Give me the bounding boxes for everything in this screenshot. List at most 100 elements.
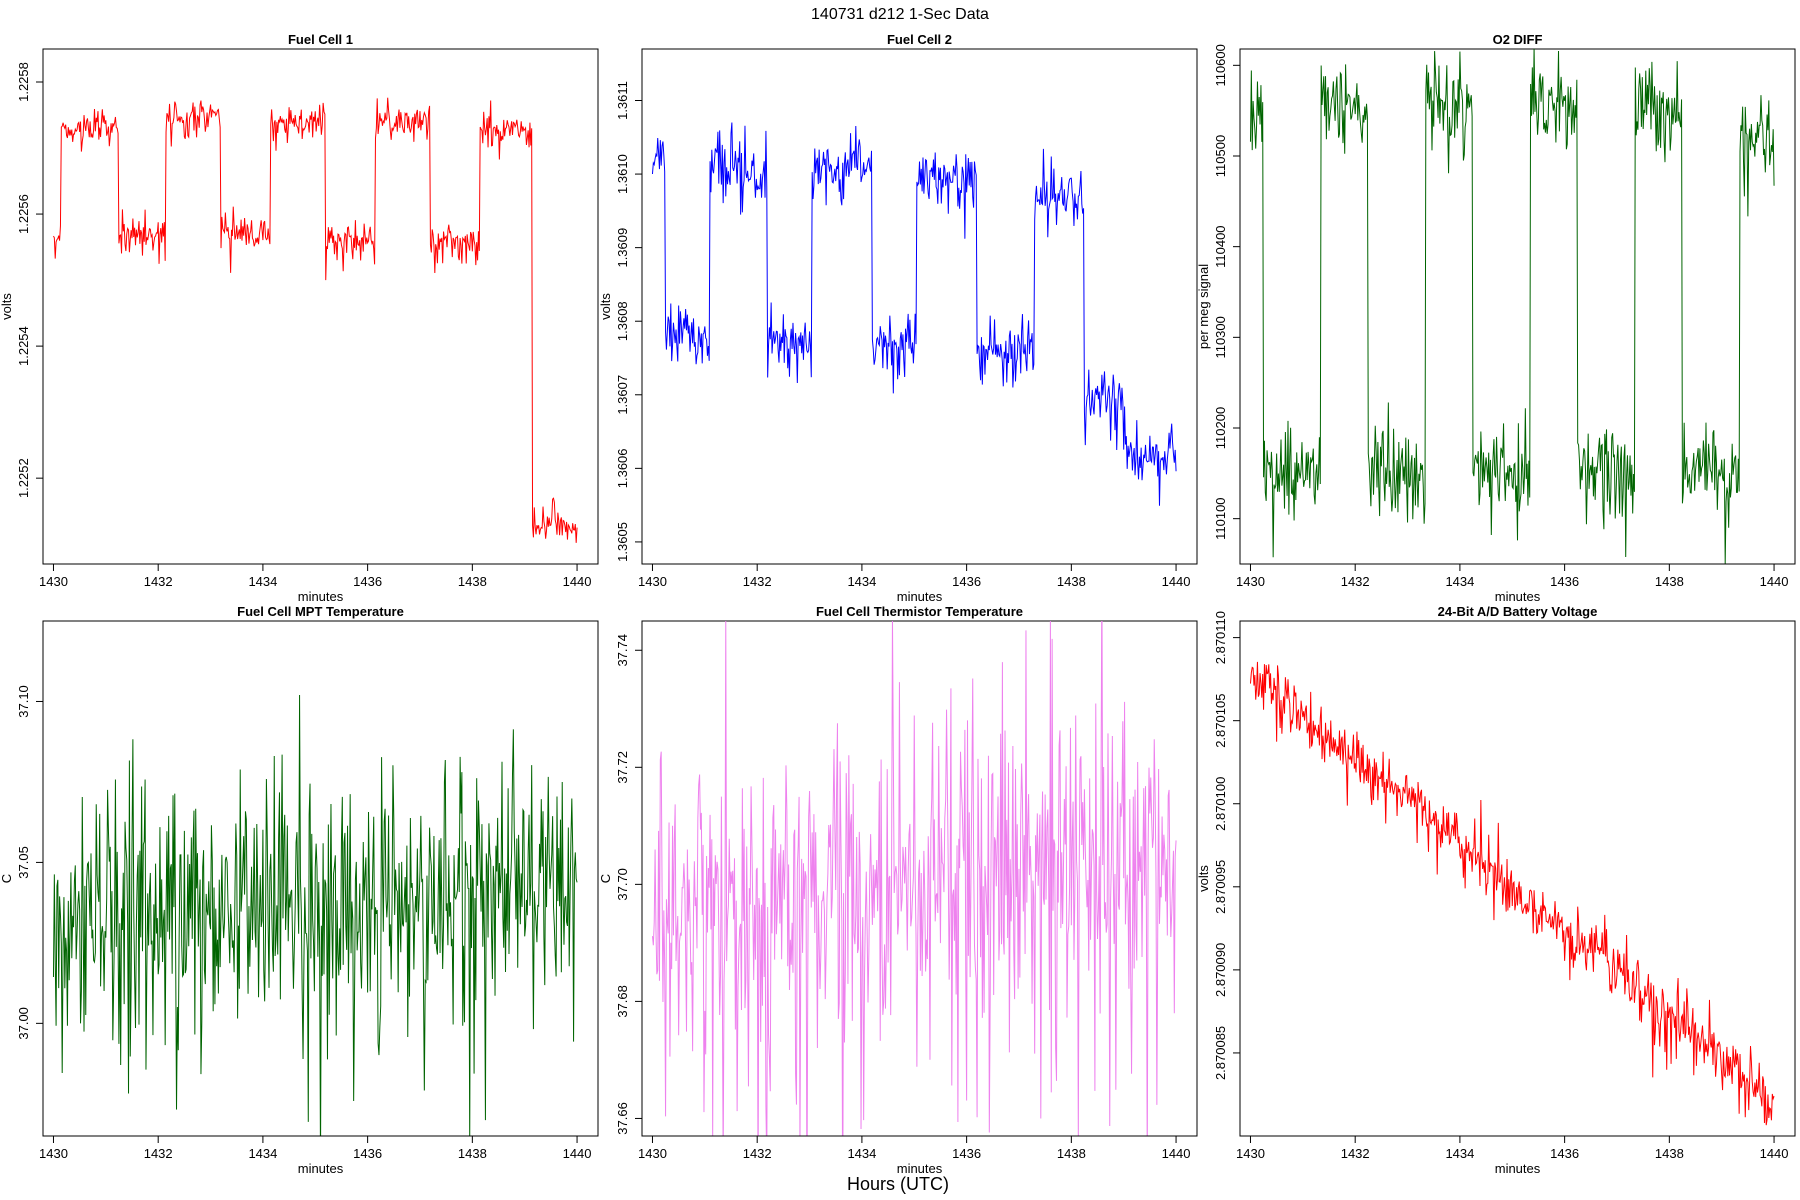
x-axis-label: minutes xyxy=(1495,589,1541,604)
y-axis-label: C xyxy=(0,874,14,883)
x-tick-label: 1440 xyxy=(563,574,592,589)
x-tick-label: 1430 xyxy=(638,1146,667,1161)
y-axis-label: C xyxy=(598,874,613,883)
x-tick-label: 1434 xyxy=(1445,574,1474,589)
x-tick-label: 1438 xyxy=(458,574,487,589)
chart-panel-6: 24-Bit A/D Battery Voltage 1430 1432 1434 14… xyxy=(1196,604,1796,1176)
y-tick-label: 1.3605 xyxy=(615,522,630,562)
x-tick-label: 1436 xyxy=(353,1146,382,1161)
y-axis-label: volts xyxy=(0,293,14,320)
x-tick-label: 1438 xyxy=(1655,574,1684,589)
chart-panel-3: O2 DIFF 1430 1432 1434 1436 1438 1440 minutes 11… xyxy=(1196,32,1796,604)
y-tick-label: 1.3609 xyxy=(615,228,630,268)
x-tick-label: 1430 xyxy=(1236,574,1265,589)
common-x-label: Hours (UTC) xyxy=(847,1174,949,1194)
x-tick-label: 1434 xyxy=(847,574,876,589)
y-tick-label: 2.870085 xyxy=(1213,1026,1228,1080)
x-tick-label: 1440 xyxy=(563,1146,592,1161)
y-tick-label: 37.72 xyxy=(615,751,630,784)
y-axis-label: volts xyxy=(598,293,613,320)
y-tick-label: 1.2256 xyxy=(16,194,31,234)
series-line-1 xyxy=(1249,49,1775,564)
y-tick-label: 110300 xyxy=(1213,316,1228,358)
chart-title: 24-Bit A/D Battery Voltage xyxy=(1438,604,1598,619)
y-tick-label: 1.3607 xyxy=(615,375,630,415)
y-axis-label: volts xyxy=(1196,865,1211,892)
x-tick-label: 1432 xyxy=(1341,1146,1370,1161)
panels: Fuel Cell 1 1430 1432 1434 1436 1438 1440 minut… xyxy=(0,32,1796,1176)
y-tick-label: 1.2258 xyxy=(16,62,31,102)
y-tick-label: 110100 xyxy=(1213,497,1228,539)
x-tick-label: 1430 xyxy=(1236,1146,1265,1161)
x-tick-label: 1432 xyxy=(743,1146,772,1161)
x-tick-label: 1436 xyxy=(1550,574,1579,589)
chart-panel-4: Fuel Cell MPT Temperature 1430 1432 1434 143… xyxy=(0,604,599,1176)
y-tick-label: 2.870110 xyxy=(1213,611,1228,664)
y-tick-label: 110200 xyxy=(1213,407,1228,449)
x-tick-label: 1436 xyxy=(1550,1146,1579,1161)
x-tick-label: 1438 xyxy=(458,1146,487,1161)
x-tick-label: 1434 xyxy=(847,1146,876,1161)
x-tick-label: 1432 xyxy=(743,574,772,589)
x-tick-label: 1440 xyxy=(1162,574,1191,589)
y-tick-label: 2.870090 xyxy=(1213,943,1228,997)
chart-title: Fuel Cell Thermistor Temperature xyxy=(816,604,1023,619)
chart-panel-2: Fuel Cell 2 1430 1432 1434 1436 1438 1440 minut… xyxy=(598,32,1198,604)
x-tick-label: 1430 xyxy=(39,1146,68,1161)
x-axis-label: minutes xyxy=(298,1161,344,1176)
y-tick-label: 1.3610 xyxy=(615,154,630,194)
x-tick-label: 1430 xyxy=(638,574,667,589)
chart-panel-5: Fuel Cell Thermistor Temperature 1430 1432… xyxy=(598,604,1198,1176)
y-tick-label: 37.10 xyxy=(16,685,31,718)
chart-title: Fuel Cell 1 xyxy=(288,32,353,47)
series-line-1 xyxy=(52,695,578,1136)
y-tick-label: 37.66 xyxy=(615,1102,630,1135)
chart-title: Fuel Cell MPT Temperature xyxy=(237,604,404,619)
x-axis-label: minutes xyxy=(897,1161,943,1176)
x-axis-label: minutes xyxy=(897,589,943,604)
y-tick-label: 2.870105 xyxy=(1213,694,1228,748)
y-tick-label: 37.05 xyxy=(16,846,31,879)
y-tick-label: 110400 xyxy=(1213,225,1228,267)
y-tick-label: 37.00 xyxy=(16,1007,31,1040)
plot-frame xyxy=(1239,620,1796,1137)
x-tick-label: 1438 xyxy=(1655,1146,1684,1161)
chart-title: Fuel Cell 2 xyxy=(887,32,952,47)
x-tick-label: 1434 xyxy=(248,1146,277,1161)
x-tick-label: 1434 xyxy=(248,574,277,589)
chart-title: O2 DIFF xyxy=(1493,32,1543,47)
y-tick-label: 2.870095 xyxy=(1213,860,1228,914)
x-tick-label: 1438 xyxy=(1057,574,1086,589)
series-line-1 xyxy=(651,621,1177,1136)
x-tick-label: 1440 xyxy=(1162,1146,1191,1161)
y-tick-label: 1.3608 xyxy=(615,301,630,341)
series-line-1 xyxy=(1249,661,1775,1126)
x-tick-label: 1436 xyxy=(952,1146,981,1161)
x-tick-label: 1430 xyxy=(39,574,68,589)
x-tick-label: 1436 xyxy=(952,574,981,589)
y-tick-label: 2.870100 xyxy=(1213,777,1228,831)
x-tick-label: 1432 xyxy=(1341,574,1370,589)
x-tick-label: 1432 xyxy=(144,1146,173,1161)
series-line-1 xyxy=(651,122,1177,506)
x-tick-label: 1434 xyxy=(1445,1146,1474,1161)
y-tick-label: 1.3611 xyxy=(615,81,630,120)
x-tick-label: 1436 xyxy=(353,574,382,589)
y-tick-label: 110500 xyxy=(1213,135,1228,177)
plot-frame xyxy=(641,48,1198,565)
x-tick-label: 1432 xyxy=(144,574,173,589)
figure-title: 140731 d212 1-Sec Data xyxy=(811,6,989,23)
series-line-1 xyxy=(53,97,578,543)
y-tick-label: 37.70 xyxy=(615,868,630,901)
x-tick-label: 1438 xyxy=(1057,1146,1086,1161)
y-tick-label: 37.74 xyxy=(615,634,630,667)
x-tick-label: 1440 xyxy=(1760,1146,1789,1161)
y-tick-label: 1.2254 xyxy=(16,326,31,366)
y-tick-label: 1.2252 xyxy=(16,458,31,498)
x-tick-label: 1440 xyxy=(1760,574,1789,589)
x-axis-label: minutes xyxy=(1495,1161,1541,1176)
y-tick-label: 1.3606 xyxy=(615,448,630,488)
x-axis-label: minutes xyxy=(298,589,344,604)
y-axis-label: per meg signal xyxy=(1196,264,1211,349)
